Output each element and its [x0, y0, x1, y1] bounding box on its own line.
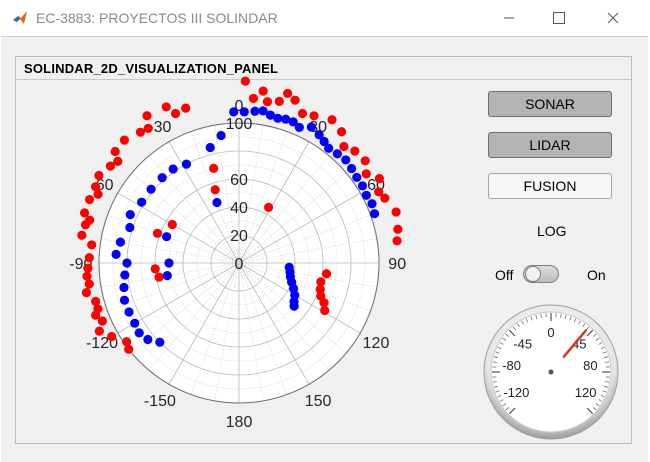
toggle-knob[interactable] — [525, 266, 541, 282]
minimize-icon — [503, 12, 515, 24]
gauge-hub — [549, 370, 554, 375]
window-title: EC-3883: PROYECTOS III SOLINDAR — [36, 10, 278, 26]
minimize-button[interactable] — [486, 0, 532, 36]
maximize-icon — [553, 12, 565, 24]
sonar-button[interactable]: SONAR — [488, 91, 612, 117]
gauge-tick-label: -80 — [502, 358, 521, 373]
maximize-button[interactable] — [536, 0, 582, 36]
log-toggle-switch[interactable] — [523, 265, 559, 283]
lidar-button[interactable]: LIDAR — [488, 132, 612, 158]
gauge-tick-label: 120 — [575, 385, 597, 400]
close-button[interactable] — [590, 0, 636, 36]
window-titlebar: EC-3883: PROYECTOS III SOLINDAR — [0, 0, 650, 36]
gauge-tick-label: 0 — [547, 325, 554, 340]
gauge-tick-label: 80 — [583, 358, 597, 373]
panel-title: SOLINDAR_2D_VISUALIZATION_PANEL — [24, 61, 278, 76]
log-label: LOG — [537, 223, 567, 239]
close-icon — [607, 12, 619, 24]
fusion-button[interactable]: FUSION — [488, 173, 612, 199]
gauge-tick-label: -120 — [503, 385, 529, 400]
gauge-tick-label: -45 — [513, 337, 532, 352]
panel-title-divider — [16, 79, 631, 80]
log-on-label: On — [587, 267, 606, 283]
matlab-icon — [12, 10, 28, 26]
log-off-label: Off — [495, 267, 513, 283]
